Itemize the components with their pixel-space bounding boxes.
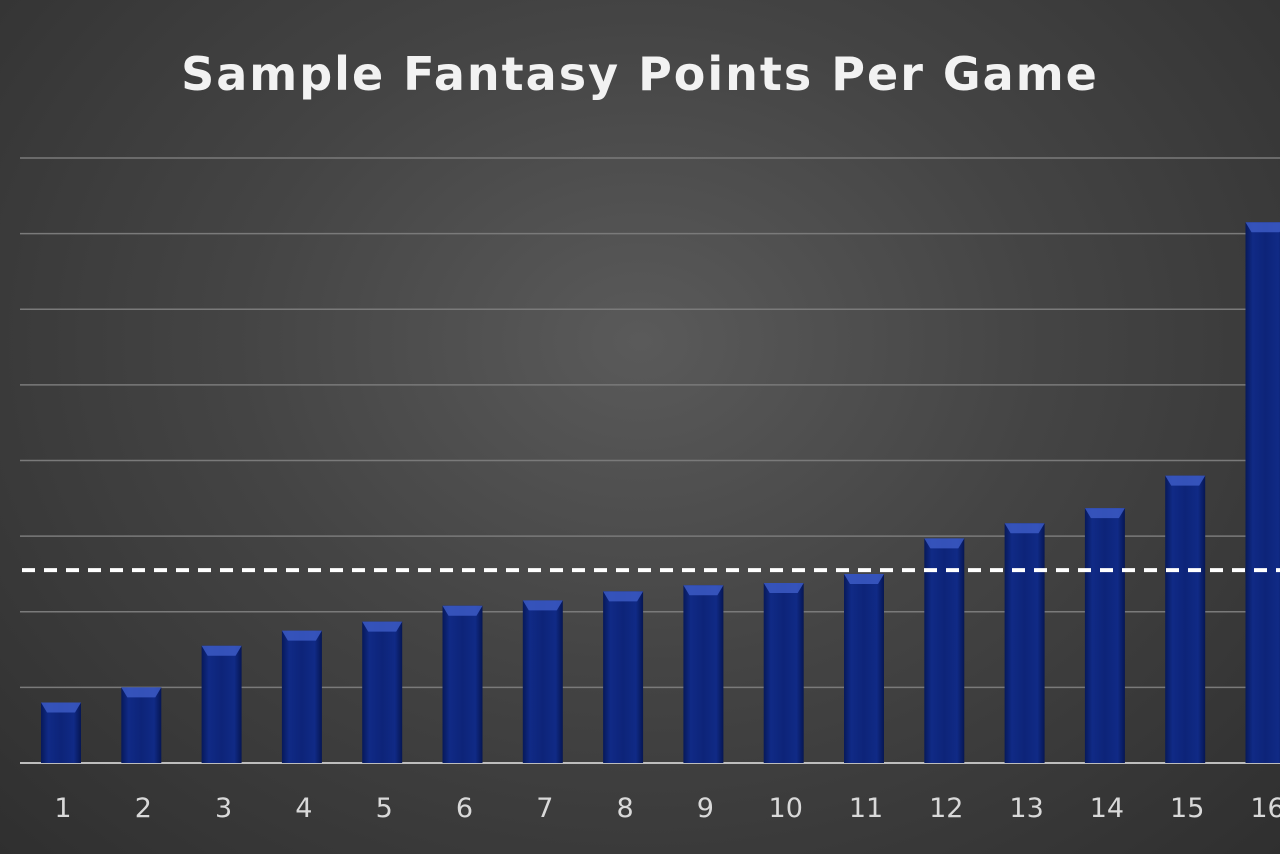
bar-bevel [281,630,322,641]
bar-bevel [121,687,162,698]
x-tick-label: 13 [1009,793,1043,824]
bar [121,687,162,763]
x-tick-label: 8 [617,793,634,824]
bar-bevel [924,538,965,549]
bar-bevel [1165,475,1206,486]
bar-13 [1004,523,1045,763]
x-tick-label: 10 [769,793,803,824]
bar [603,591,644,763]
bar [1165,475,1206,763]
x-tick-label: 2 [135,793,152,824]
bars [41,222,1280,763]
bar-bevel [442,605,483,616]
bar-15 [1165,475,1206,763]
bar-bevel [603,591,644,602]
bar-bevel [1004,523,1045,534]
bar-3 [201,645,242,763]
bar [844,573,884,763]
bar-bevel [1084,508,1125,519]
bar-2 [121,687,162,763]
x-tick-label: 3 [215,793,232,824]
x-tick-label: 16 [1250,793,1280,824]
bar-5 [362,621,403,763]
chart-title: Sample Fantasy Points Per Game [181,47,1099,101]
bar [281,630,322,763]
bar-14 [1084,508,1125,763]
bar [763,583,804,763]
x-tick-label: 4 [295,793,312,824]
bar [522,600,563,763]
x-tick-label: 12 [929,793,963,824]
bar [1245,222,1280,763]
bar [362,621,403,763]
bar-7 [522,600,563,763]
x-tick-label: 7 [536,793,553,824]
bar-8 [603,591,644,763]
bar [924,538,965,763]
bar-bevel [763,583,804,594]
bar [1004,523,1045,763]
bar-bevel [844,573,884,584]
x-tick-labels: 1 2 3 4 5 6 7 8 9 10 11 12 13 14 15 16 [54,793,1280,824]
bar-4 [281,630,322,763]
bar-9 [683,585,724,763]
bar-bevel [683,585,724,596]
bar [201,645,242,763]
bar-11 [844,573,884,763]
bar-bevel [522,600,563,611]
x-tick-label: 15 [1170,793,1204,824]
bar [41,702,81,763]
bar-12 [924,538,965,763]
bar-bevel [41,702,81,713]
bar-1 [41,702,81,763]
x-tick-label: 9 [697,793,714,824]
x-tick-label: 6 [456,793,473,824]
x-tick-label: 5 [376,793,393,824]
x-tick-label: 14 [1090,793,1124,824]
x-tick-label: 1 [54,793,71,824]
bar-6 [442,605,483,763]
bar-10 [763,583,804,763]
bar-16 [1245,222,1280,763]
bar-bevel [201,645,242,656]
bar [442,605,483,763]
x-tick-label: 11 [849,793,883,824]
bar-bevel [1245,222,1280,233]
bar [683,585,724,763]
bar [1084,508,1125,763]
bar-bevel [362,621,403,632]
